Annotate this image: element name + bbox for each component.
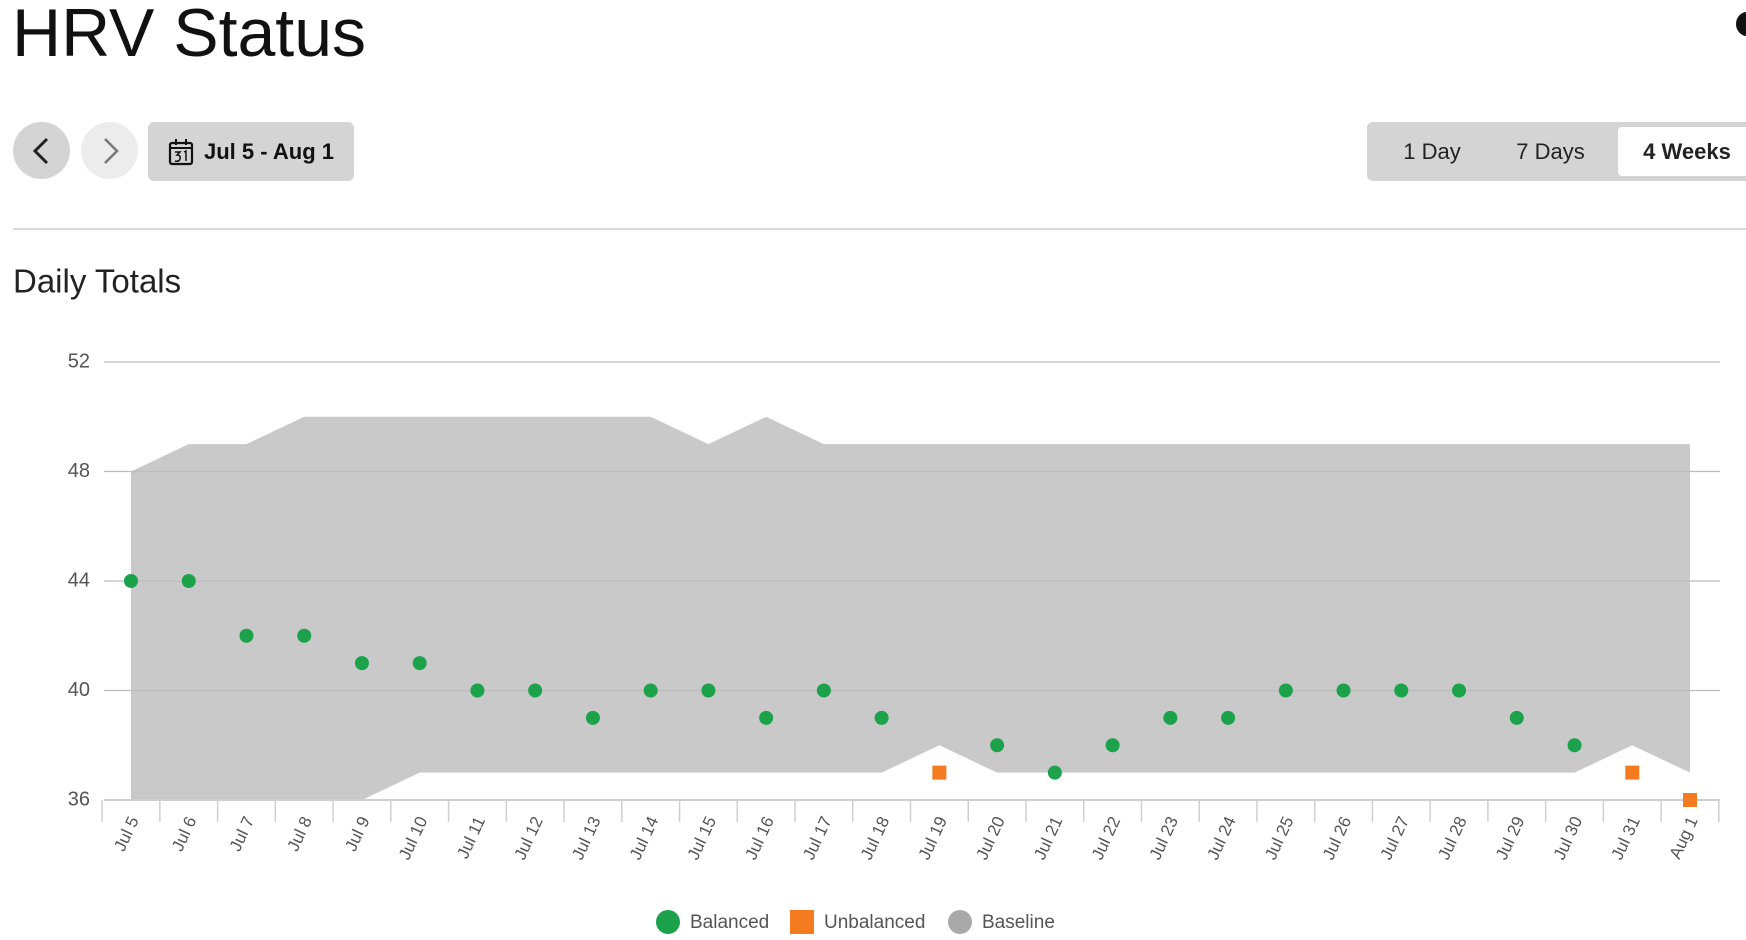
legend-marker [656, 910, 680, 934]
x-tick-label: Jul 21 [1030, 814, 1066, 863]
balanced-point [816, 683, 831, 698]
chart-title: Daily Totals [13, 263, 181, 300]
x-tick-label: Aug 1 [1666, 814, 1702, 862]
balanced-point [1509, 710, 1524, 725]
balanced-point [1221, 710, 1236, 725]
x-tick-label: Jul 10 [395, 814, 431, 863]
balanced-point [1278, 683, 1293, 698]
balanced-point [181, 574, 196, 588]
balanced-point [874, 710, 889, 725]
range-selector: 1 Day 7 Days 4 Weeks [1367, 122, 1746, 181]
balanced-point [1336, 683, 1351, 698]
x-tick-label: Jul 31 [1608, 814, 1644, 863]
date-picker[interactable]: Jul 5 - Aug 1 [148, 122, 354, 181]
chart: Daily Totals 36 40 44 48 52 Jul 5 Jul 6 Jul 7 Ju… [13, 263, 1720, 934]
balanced-point [1047, 765, 1062, 780]
unbalanced-point [1625, 765, 1640, 780]
x-tick-label: Jul 17 [799, 814, 835, 863]
separator [13, 228, 1746, 230]
prev-button[interactable] [13, 122, 70, 179]
y-tick-label: 36 [68, 788, 90, 810]
balanced-point [1452, 683, 1467, 698]
x-tick-label: Jul 7 [226, 814, 258, 855]
balanced-point [297, 628, 312, 643]
next-button[interactable] [81, 122, 138, 179]
balanced-point [124, 574, 138, 588]
balanced-point [759, 710, 774, 725]
x-tick-label: Jul 27 [1377, 814, 1413, 863]
x-tick-label: Jul 8 [284, 814, 316, 855]
x-tick-label: Jul 20 [972, 814, 1008, 863]
prev-icon [32, 137, 48, 164]
balanced-point [643, 683, 658, 698]
balanced-point [354, 656, 369, 671]
range-option[interactable]: 4 Weeks [1618, 127, 1746, 176]
legend-marker [948, 910, 972, 934]
x-tick-label: Jul 14 [626, 814, 662, 863]
range-option[interactable]: 1 Day [1403, 139, 1461, 164]
y-tick-label: 52 [68, 350, 90, 372]
x-tick-label: Jul 6 [168, 814, 200, 855]
balanced-point [1105, 738, 1120, 753]
date-range: Jul 5 - Aug 1 [204, 138, 334, 164]
x-tick-label: Jul 24 [1203, 814, 1239, 863]
balanced-point [990, 738, 1005, 753]
range-label: 4 Weeks [1643, 139, 1731, 164]
x-tick-label: Jul 29 [1492, 814, 1528, 863]
x-tick-label: Jul 23 [1146, 814, 1182, 863]
balanced-point [239, 628, 254, 643]
x-tick-label: Jul 26 [1319, 814, 1355, 863]
x-tick-label: Jul 9 [341, 814, 373, 855]
legend-label: Baseline [982, 912, 1055, 933]
balanced-point [1567, 738, 1582, 753]
x-tick-label: Jul 12 [510, 814, 546, 863]
balanced-point [585, 710, 600, 725]
menu-dot[interactable] [1736, 12, 1746, 36]
y-tick-label: 40 [68, 679, 90, 701]
range-option[interactable]: 7 Days [1516, 139, 1585, 164]
x-tick-label: Jul 11 [453, 814, 489, 862]
x-tick-label: Jul 30 [1550, 814, 1586, 863]
x-tick-label: Jul 13 [568, 814, 604, 863]
page-title: HRV Status [12, 0, 367, 71]
balanced-point [412, 656, 427, 671]
x-tick-label: Jul 19 [915, 814, 951, 863]
next-icon [103, 137, 119, 164]
unbalanced-point [932, 765, 947, 780]
unbalanced-point [1683, 793, 1697, 807]
balanced-point [470, 683, 485, 698]
y-tick-label: 44 [68, 569, 90, 591]
balanced-point [1394, 683, 1409, 698]
x-tick-label: Jul 15 [684, 814, 720, 863]
calendar-icon [168, 138, 194, 165]
x-tick-label: Jul 16 [741, 814, 777, 863]
balanced-point [528, 683, 543, 698]
legend-label: Unbalanced [824, 912, 925, 933]
balanced-point [701, 683, 716, 698]
x-tick-label: Jul 18 [857, 814, 893, 863]
x-tick-label: Jul 25 [1261, 814, 1297, 863]
x-tick-label: Jul 22 [1088, 814, 1124, 863]
balanced-point [1163, 710, 1178, 725]
baseline-band [131, 416, 1690, 800]
y-tick-label: 48 [68, 460, 90, 482]
legend-label: Balanced [690, 912, 769, 933]
legend-marker [790, 910, 814, 934]
x-tick-label: Jul 28 [1434, 814, 1470, 863]
x-tick-label: Jul 5 [110, 814, 142, 855]
